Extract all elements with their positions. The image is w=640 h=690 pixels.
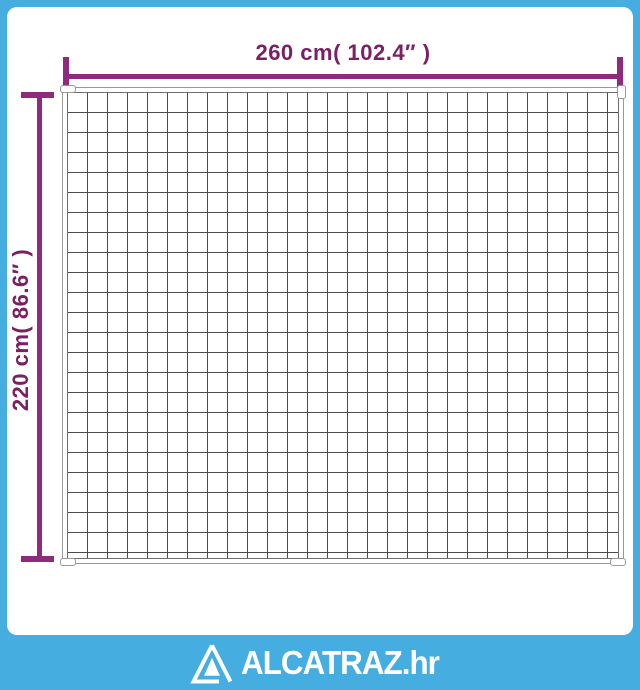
brand-bar: ALCATRAZ.hr	[0, 635, 640, 690]
triangle-a-logo-icon	[190, 643, 233, 683]
corner-tab	[617, 85, 626, 99]
height-dimension-cap-top	[21, 92, 54, 98]
corner-tab	[60, 85, 76, 93]
brand-name: ALCATRAZ.hr	[241, 643, 440, 681]
height-dimension-label: 220 cm( 86.6″ )	[8, 248, 33, 412]
corner-tab	[60, 558, 76, 566]
grid-blanket	[60, 85, 626, 566]
width-dimension-label: 260 cm( 102.4″ )	[255, 40, 431, 65]
width-dimension-cap-right	[617, 57, 623, 87]
height-dimension-cap-bottom	[21, 556, 54, 562]
width-dimension-cap-left	[63, 57, 69, 87]
width-dimension-line	[65, 74, 621, 79]
height-dimension-line	[37, 95, 42, 559]
corner-tab	[610, 558, 626, 566]
blanket-quilt-grid	[67, 92, 619, 559]
